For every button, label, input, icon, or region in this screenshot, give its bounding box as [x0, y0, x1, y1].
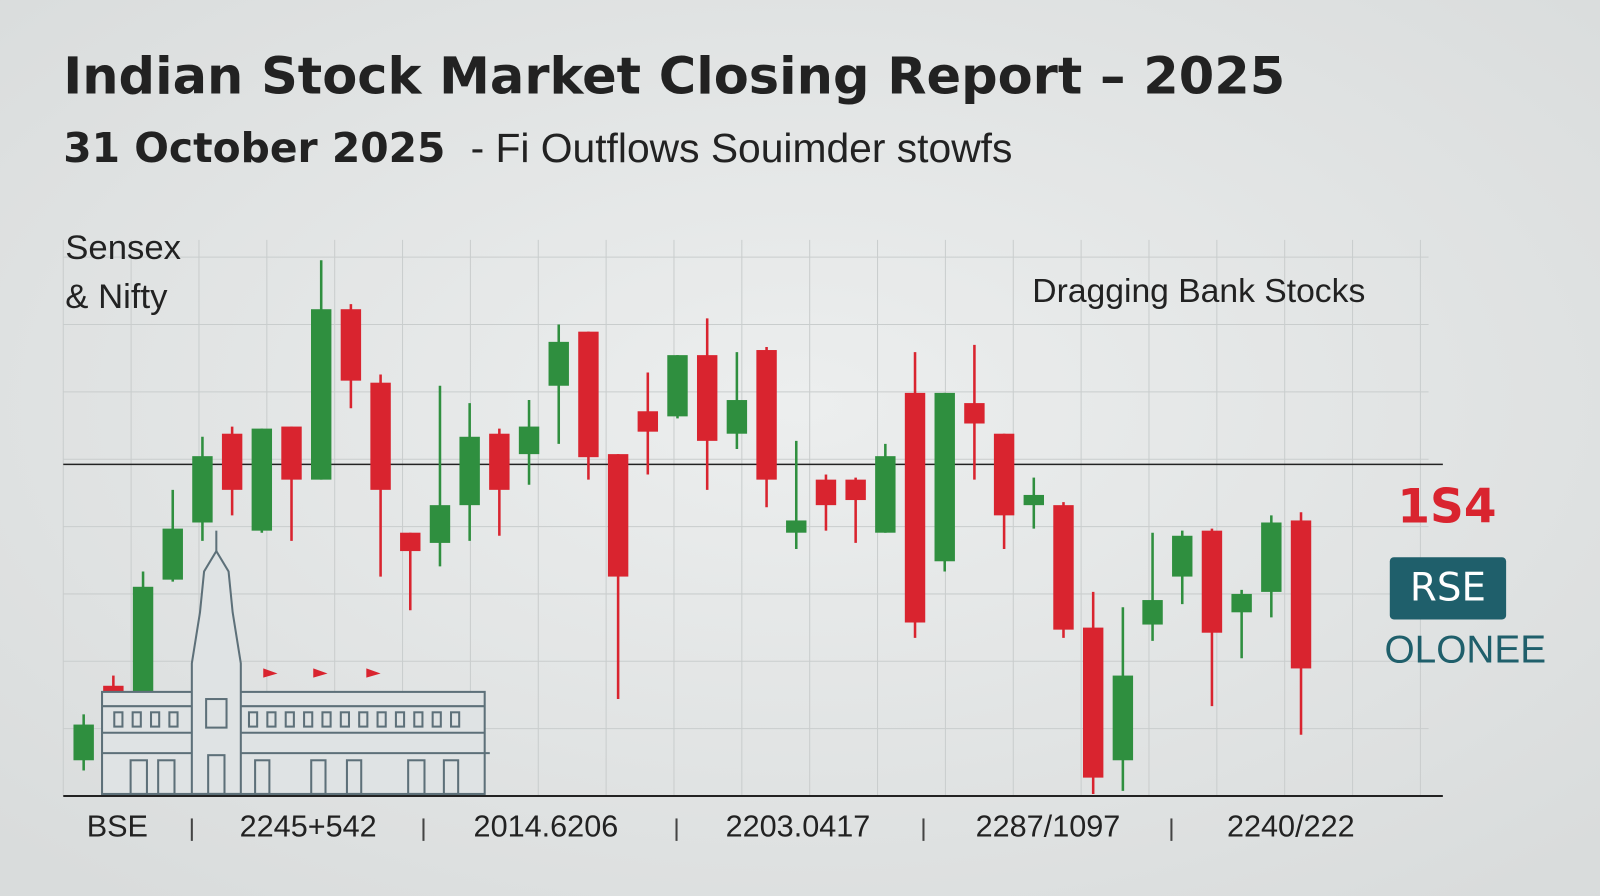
- candle-body: [251, 428, 273, 531]
- footer-label: 2287/1097: [976, 810, 1121, 844]
- candle-body: [400, 532, 421, 552]
- annotation: 1S4: [1397, 480, 1496, 535]
- candle-body: [192, 456, 213, 523]
- subtitle: 31 October 2025 - Fi Outflows Souimder s…: [63, 124, 1012, 172]
- candle-body: [1053, 505, 1074, 630]
- candle-body: [756, 350, 777, 480]
- annotation: Dragging Bank Stocks: [1032, 273, 1365, 310]
- candle-body: [875, 456, 896, 533]
- candle-body: [578, 331, 599, 458]
- footer-label: 2203.0417: [726, 810, 871, 844]
- candle-body: [1023, 494, 1045, 506]
- candle-body: [845, 479, 866, 501]
- candle-body: [1172, 535, 1193, 577]
- candle-body: [311, 309, 332, 480]
- annotation: RSE: [1410, 565, 1486, 610]
- annotation: & Nifty: [65, 278, 168, 316]
- annotation: OLONEE: [1385, 628, 1547, 671]
- building-door: [207, 754, 226, 795]
- building-windows: [113, 711, 461, 795]
- candle-body: [1201, 530, 1223, 633]
- candle-body: [489, 433, 510, 490]
- candle-body: [964, 403, 985, 424]
- candles: [73, 260, 1312, 794]
- candle-body: [370, 382, 391, 490]
- candle-body: [1082, 627, 1104, 778]
- annotation: Sensex: [65, 229, 181, 267]
- building-tower-window: [205, 698, 228, 729]
- candle-body: [815, 479, 837, 506]
- candle-body: [637, 411, 659, 432]
- candle-body: [459, 436, 480, 506]
- footer-separators: [190, 818, 1173, 841]
- candle-body: [429, 505, 451, 543]
- candle-body: [132, 586, 154, 692]
- footer-label: 2245+542: [240, 810, 377, 844]
- candle-body: [667, 355, 688, 417]
- footer-label: 2014.6206: [474, 810, 619, 844]
- footer-label: 2240/222: [1227, 810, 1355, 844]
- candle-body: [221, 433, 243, 490]
- candle-body: [162, 528, 183, 580]
- candle-body: [607, 454, 629, 577]
- candle-body: [786, 520, 807, 533]
- candle-body: [1290, 520, 1312, 669]
- candle-body: [993, 433, 1015, 516]
- building-body: [101, 690, 486, 795]
- candle-body: [1112, 675, 1134, 761]
- candle-body: [340, 309, 362, 381]
- candle-body: [1231, 593, 1252, 613]
- flag: [263, 668, 278, 678]
- subtitle-date: 31 October 2025: [63, 124, 445, 172]
- candle-body: [281, 426, 302, 480]
- candle-body: [548, 341, 569, 386]
- building: [101, 530, 490, 795]
- footer: BSE 2245+542 2014.6206 2203.0417 2287/1097 22…: [87, 810, 1355, 844]
- candle-body: [904, 392, 926, 623]
- chart-title: Indian Stock Market Closing Report – 202…: [63, 48, 1285, 107]
- candle-body: [1261, 522, 1282, 592]
- candle-body: [696, 355, 718, 441]
- subtitle-text: - Fi Outflows Souimder stowfs: [471, 125, 1013, 171]
- building-tower: [190, 549, 242, 795]
- flag: [366, 668, 381, 678]
- candle-body: [726, 400, 748, 434]
- candle-body: [73, 724, 94, 761]
- badge: [1389, 557, 1507, 620]
- candle-body: [934, 392, 955, 562]
- flag: [313, 668, 328, 678]
- flags: [263, 668, 381, 678]
- candle-body: [518, 426, 540, 455]
- footer-label: BSE: [87, 810, 148, 844]
- candle-body: [1142, 600, 1163, 625]
